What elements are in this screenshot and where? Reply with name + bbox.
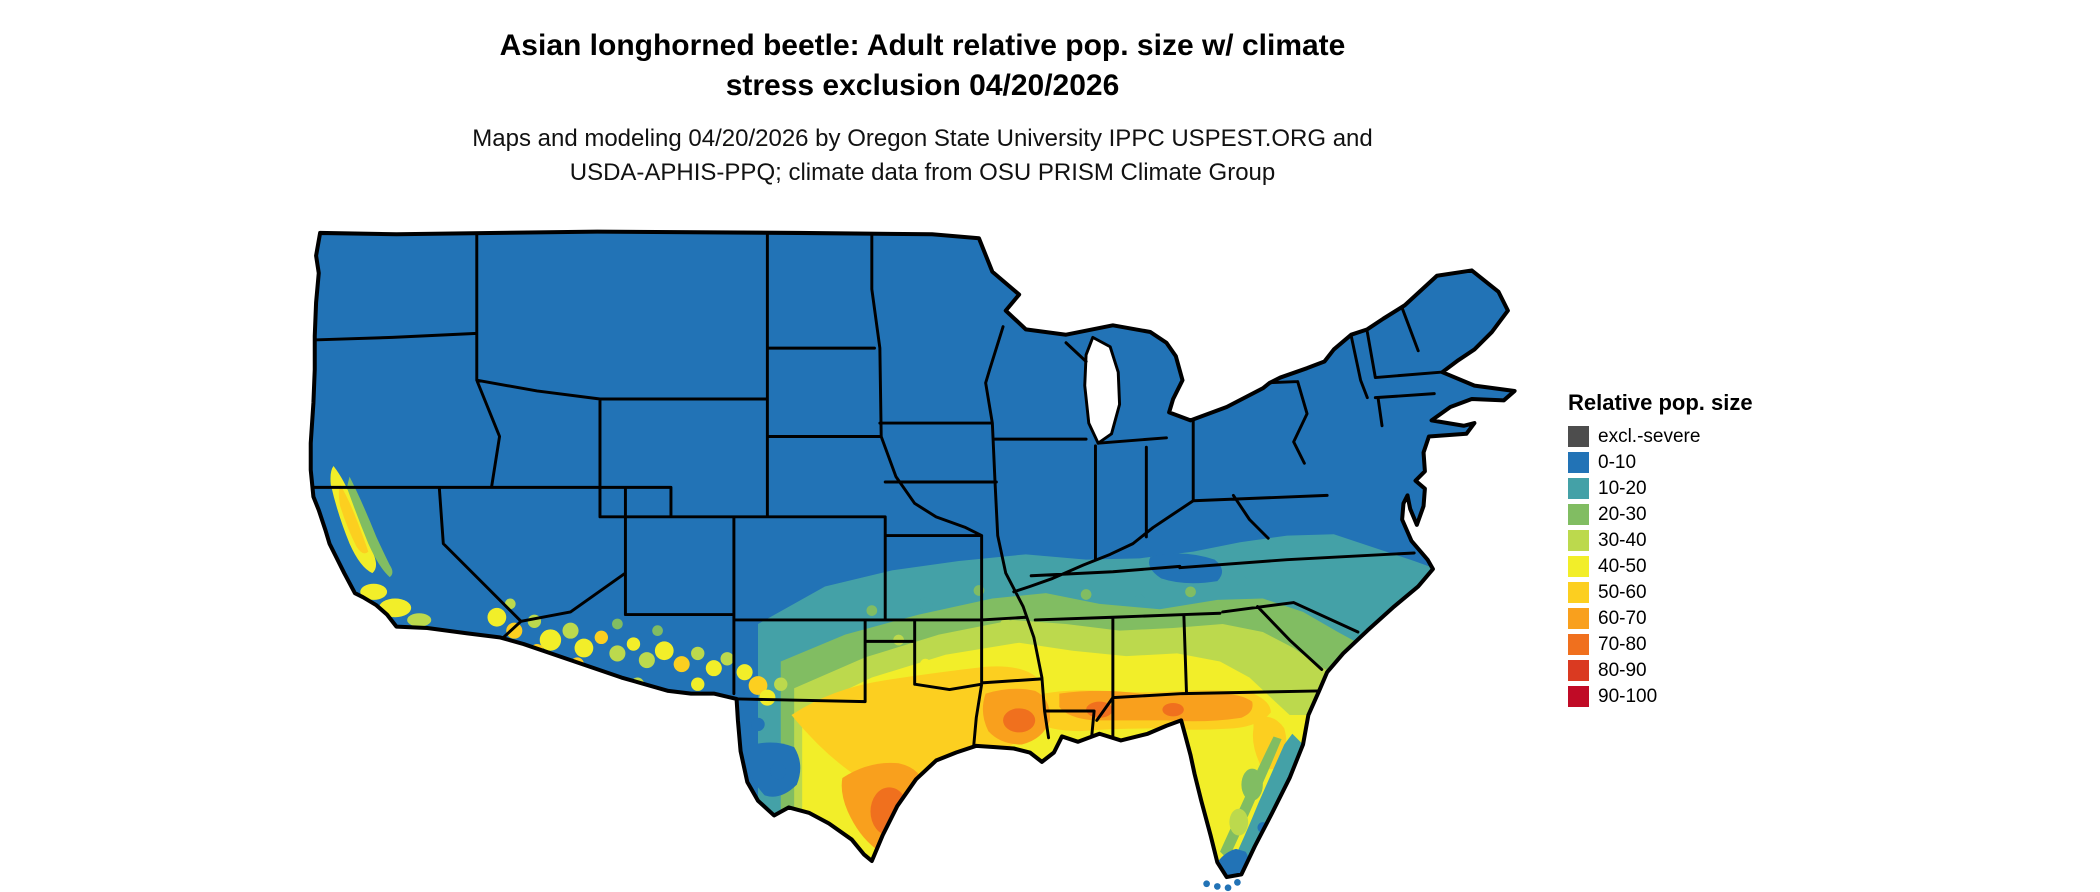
legend-item-label: 50-60 <box>1598 582 1647 603</box>
legend-swatch <box>1568 452 1589 473</box>
legend-item-label: 90-100 <box>1598 686 1658 707</box>
legend-swatch <box>1568 426 1589 447</box>
lake-michigan <box>1083 335 1122 445</box>
chart-title-line2: stress exclusion 04/20/2026 <box>725 69 1120 102</box>
legend-item-label: 70-80 <box>1598 634 1647 655</box>
state-border-layer <box>310 232 1443 749</box>
core-70-80-panhandle <box>1162 702 1184 717</box>
legend-item-label: 30-40 <box>1598 530 1647 551</box>
core-70-80-south-texas <box>870 787 908 836</box>
legend-swatch <box>1568 504 1589 525</box>
florida-keys <box>1203 879 1241 892</box>
legend-item-label: excl.-severe <box>1598 426 1701 447</box>
state-borders <box>310 232 1443 749</box>
legend-swatch <box>1568 530 1589 551</box>
legend-item: 60-70 <box>1568 608 1828 629</box>
legend-swatch <box>1568 686 1589 707</box>
legend-items: excl.-severe 0-10 10-20 20-30 30-40 40-50 50-6… <box>1568 426 1828 707</box>
legend-item: 20-30 <box>1568 504 1828 525</box>
legend-swatch <box>1568 608 1589 629</box>
legend-item: 40-50 <box>1568 556 1828 577</box>
legend-item-label: 0-10 <box>1598 452 1637 473</box>
florida-detail <box>1217 733 1304 878</box>
us-map <box>296 222 1528 892</box>
legend-item: 30-40 <box>1568 530 1828 551</box>
legend-item-label: 20-30 <box>1598 504 1647 525</box>
legend-item-label: 80-90 <box>1598 660 1647 681</box>
chart-title-line1: Asian longhorned beetle: Adult relative … <box>499 29 1346 62</box>
legend-item: excl.-severe <box>1568 426 1828 447</box>
legend-item: 50-60 <box>1568 582 1828 603</box>
legend-item: 80-90 <box>1568 660 1828 681</box>
core-70-80-louisiana <box>1003 708 1036 733</box>
chart-subtitle-line1: Maps and modeling 04/20/2026 by Oregon S… <box>472 125 1373 152</box>
legend-item-label: 60-70 <box>1598 608 1647 629</box>
legend-title: Relative pop. size <box>1568 390 1753 415</box>
us-map-svg <box>308 229 1517 892</box>
legend: Relative pop. size excl.-severe 0-10 10-20… <box>1568 390 1828 712</box>
legend-item-label: 40-50 <box>1598 556 1647 577</box>
legend-swatch <box>1568 582 1589 603</box>
legend-swatch <box>1568 478 1589 499</box>
core-50-60-florida <box>1252 716 1287 770</box>
chart-subtitle-line2: USDA-APHIS-PPQ; climate data from OSU PR… <box>569 159 1276 186</box>
legend-item: 90-100 <box>1568 686 1828 707</box>
legend-item: 0-10 <box>1568 452 1828 473</box>
legend-swatch <box>1568 634 1589 655</box>
legend-item: 70-80 <box>1568 634 1828 655</box>
legend-swatch <box>1568 660 1589 681</box>
us-outline <box>308 229 1517 880</box>
figure-header: Asian longhorned beetle: Adult relative … <box>0 26 1845 190</box>
legend-item-label: 10-20 <box>1598 478 1647 499</box>
band-edge-mottling <box>751 575 1247 780</box>
legend-swatch <box>1568 556 1589 577</box>
legend-item: 10-20 <box>1568 478 1828 499</box>
